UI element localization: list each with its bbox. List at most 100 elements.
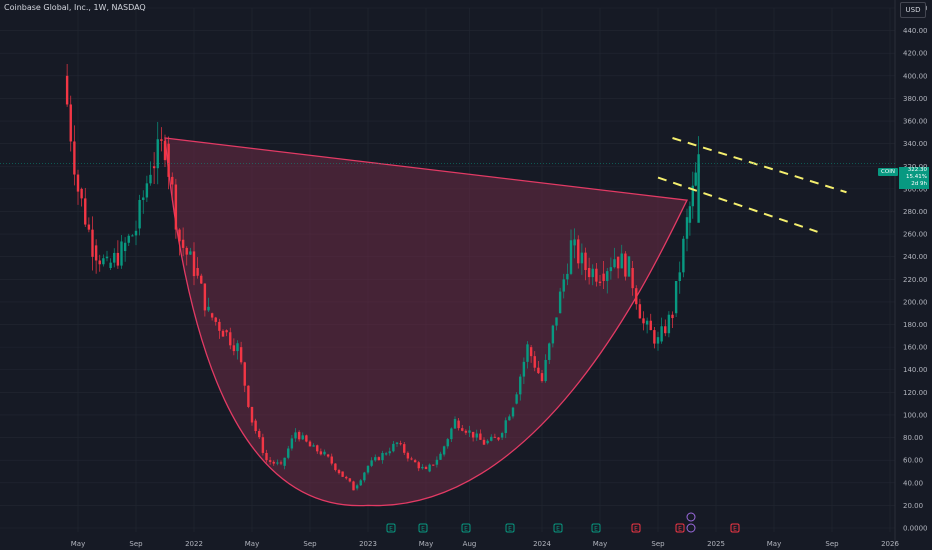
candle-body — [435, 459, 439, 465]
candle-body — [374, 457, 377, 461]
candle-body — [624, 253, 627, 277]
candle-body — [392, 443, 395, 452]
candle-body — [635, 288, 638, 305]
candle-body — [555, 317, 558, 326]
earnings-marker[interactable]: E — [386, 523, 396, 533]
candle-body — [580, 252, 584, 264]
candle-body — [276, 462, 279, 464]
candle-body — [214, 317, 217, 322]
candle-body — [272, 461, 275, 464]
candle-body — [98, 260, 101, 265]
candle-body — [384, 453, 388, 455]
candle-body — [620, 253, 623, 269]
candle-body — [656, 337, 660, 344]
candle-body — [359, 480, 362, 486]
earnings-marker[interactable]: E — [675, 523, 685, 533]
candle-body — [312, 445, 315, 447]
candle-body — [479, 433, 482, 440]
candle-body — [337, 470, 341, 474]
y-tick-label: 220.00 — [903, 276, 928, 284]
candle-body — [348, 478, 352, 482]
x-axis: May Sep 2022 May Sep 2023 May Aug 2024 May Sep 2025… — [71, 540, 900, 548]
candle-body — [602, 273, 605, 281]
candle-body — [500, 433, 504, 438]
candle-body — [250, 406, 254, 423]
cup-fill — [164, 137, 688, 507]
candle-body — [363, 472, 366, 481]
candle-body — [613, 259, 616, 268]
earnings-marker-box — [675, 523, 685, 533]
split-icon — [686, 523, 696, 533]
candle-body — [671, 314, 674, 319]
candle-body — [156, 139, 159, 169]
candle-body — [290, 438, 294, 449]
earnings-marker[interactable]: E — [730, 523, 740, 533]
y-tick-label: 380.00 — [903, 95, 928, 103]
candle-body — [163, 140, 167, 161]
currency-button[interactable]: USD — [900, 2, 926, 18]
candle-body — [138, 199, 141, 229]
candle-body — [573, 239, 576, 246]
candle-body — [475, 433, 478, 438]
candle-body — [91, 229, 94, 257]
y-tick-label: 360.00 — [903, 118, 928, 126]
candle-body — [562, 279, 565, 292]
candle-body — [330, 456, 333, 464]
earnings-marker-box — [505, 523, 515, 533]
candle-body — [160, 139, 163, 141]
candle-body — [247, 385, 250, 407]
candle-body — [113, 252, 116, 263]
x-tick-label: Sep — [651, 540, 665, 548]
candle-body — [685, 217, 689, 239]
candle-body — [482, 439, 486, 445]
earnings-marker-label: E — [556, 526, 560, 533]
earnings-marker[interactable]: E — [631, 523, 641, 533]
candle-body — [428, 464, 431, 472]
candle-body — [697, 163, 700, 223]
earnings-marker[interactable]: E — [418, 523, 428, 533]
y-tick-label: 420.00 — [903, 50, 928, 58]
candle-body — [229, 332, 232, 346]
candle-body — [323, 451, 326, 455]
candle-body — [688, 206, 692, 223]
earnings-marker-box — [553, 523, 563, 533]
candle-body — [127, 235, 130, 243]
earnings-marker-label: E — [389, 526, 393, 533]
candle-body — [548, 343, 551, 360]
candle-body — [174, 184, 178, 230]
candle-body — [584, 252, 587, 271]
candle-body — [616, 256, 620, 269]
x-tick-label: May — [71, 540, 85, 548]
candle-body — [279, 462, 283, 464]
candle-body — [84, 198, 87, 225]
candle-body — [109, 262, 112, 268]
candle-body — [294, 432, 297, 439]
candle-body — [316, 445, 319, 452]
candle-body — [682, 238, 685, 273]
y-tick-label: 20.00 — [903, 502, 923, 510]
candle-body — [638, 304, 642, 319]
candle-body — [239, 347, 243, 363]
x-tick-label: May — [245, 540, 259, 548]
earnings-marker[interactable]: E — [553, 523, 563, 533]
y-tick-label: 100.00 — [903, 411, 928, 419]
candle-body — [631, 268, 634, 289]
earnings-marker-box — [386, 523, 396, 533]
earnings-marker[interactable]: E — [461, 523, 471, 533]
candle-body — [457, 420, 460, 429]
candle-body — [515, 394, 518, 404]
earnings-marker[interactable]: E — [505, 523, 515, 533]
earnings-marker[interactable]: E — [591, 523, 601, 533]
candle-body — [591, 268, 594, 278]
candle-body — [181, 239, 185, 248]
candle-body — [493, 436, 497, 438]
candle-body — [196, 268, 199, 276]
candle-body — [664, 326, 667, 334]
candle-body — [694, 172, 697, 186]
chart-title: Coinbase Global, Inc., 1W, NASDAQ — [4, 3, 146, 12]
candle-body — [403, 444, 406, 453]
candle-body — [537, 367, 540, 374]
candle-body — [116, 252, 120, 266]
